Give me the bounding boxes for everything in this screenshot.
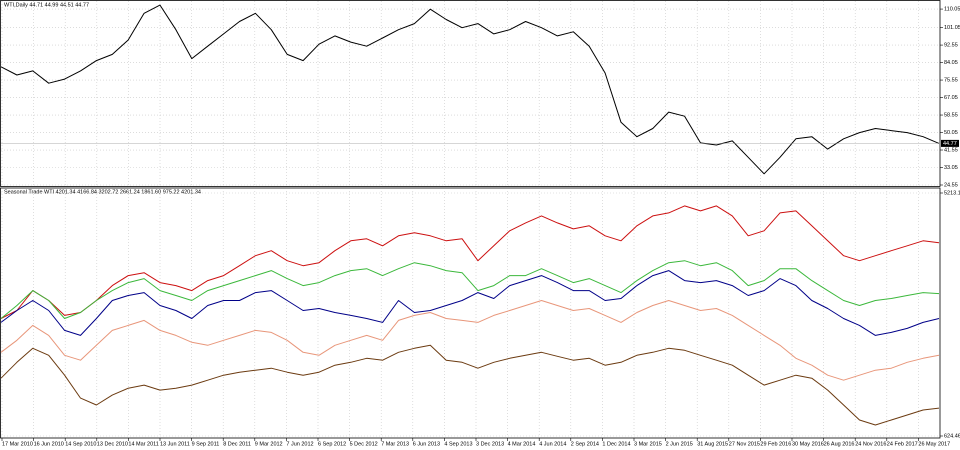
y-tick-label: 24.55 bbox=[944, 182, 958, 188]
x-tick-label: 9 Sep 2011 bbox=[192, 441, 220, 447]
y-tick-label: 92.55 bbox=[944, 43, 958, 49]
x-tick-label: 14 Sep 2010 bbox=[65, 441, 96, 447]
x-tick-label: 2 Sep 2014 bbox=[571, 441, 599, 447]
y-tick-label: 101.05 bbox=[944, 25, 960, 31]
y-tick-label: 75.55 bbox=[944, 78, 958, 84]
x-tick-label: 3 Dec 2013 bbox=[476, 441, 504, 447]
indicator-pane bbox=[0, 187, 941, 439]
y-tick-label: 5213.15 bbox=[944, 190, 960, 196]
x-tick-label: 16 Jun 2010 bbox=[34, 441, 64, 447]
x-tick-label: 29 Feb 2016 bbox=[760, 441, 791, 447]
x-tick-label: 24 Nov 2016 bbox=[855, 441, 886, 447]
x-tick-label: 24 Feb 2017 bbox=[887, 441, 918, 447]
y-tick-label: 41.55 bbox=[944, 147, 958, 153]
x-tick-label: 27 Nov 2015 bbox=[729, 441, 760, 447]
x-tick-label: 31 Aug 2015 bbox=[697, 441, 728, 447]
x-tick-label: 9 Mar 2012 bbox=[255, 441, 283, 447]
series-line bbox=[0, 4, 940, 175]
x-tick-label: 4 Mar 2014 bbox=[508, 441, 536, 447]
x-tick-label: 6 Jun 2013 bbox=[413, 441, 440, 447]
x-tick-label: 5 Dec 2012 bbox=[350, 441, 378, 447]
indicator-header: Seasonal Trade WTI 4201.34 4166.84 3202.… bbox=[4, 189, 201, 195]
y-tick-label: 110.05 bbox=[944, 7, 960, 13]
y-tick-label: 50.05 bbox=[944, 130, 958, 136]
price-box bbox=[941, 139, 959, 147]
x-tick-label: 8 Dec 2011 bbox=[223, 441, 251, 447]
price-label: 44.77 bbox=[943, 141, 957, 147]
x-tick-label: 17 Mar 2010 bbox=[2, 441, 33, 447]
y-tick-label: 58.55 bbox=[944, 112, 958, 118]
x-tick-label: 4 Sep 2013 bbox=[444, 441, 472, 447]
x-tick-label: 7 Jun 2012 bbox=[286, 441, 313, 447]
x-tick-label: 3 Mar 2015 bbox=[634, 441, 662, 447]
x-tick-label: 30 May 2016 bbox=[792, 441, 824, 447]
x-tick-label: 6 Sep 2012 bbox=[318, 441, 346, 447]
x-tick-label: 26 Aug 2016 bbox=[824, 441, 855, 447]
y-tick-label: 84.05 bbox=[944, 60, 958, 66]
x-tick-label: 1 Dec 2014 bbox=[602, 441, 630, 447]
y-tick-label: 67.05 bbox=[944, 95, 958, 101]
series-line bbox=[0, 270, 940, 336]
x-tick-label: 7 Mar 2013 bbox=[381, 441, 409, 447]
price-header: WTI,Daily 44.71 44.99 44.51 44.77 bbox=[4, 2, 89, 8]
series-line bbox=[0, 260, 940, 319]
series-line bbox=[0, 344, 940, 426]
x-tick-label: 14 Mar 2011 bbox=[128, 441, 158, 447]
x-tick-label: 4 Jun 2014 bbox=[539, 441, 566, 447]
y-tick-label: 624.46 bbox=[944, 433, 960, 439]
series-line bbox=[0, 205, 940, 319]
y-tick-label: 33.05 bbox=[944, 165, 958, 171]
series-line bbox=[0, 300, 940, 381]
price-pane bbox=[0, 0, 941, 187]
x-tick-label: 2 Jun 2015 bbox=[666, 441, 693, 447]
x-tick-label: 13 Jun 2011 bbox=[160, 441, 190, 447]
x-tick-label: 26 May 2017 bbox=[918, 441, 950, 447]
x-tick-label: 13 Dec 2010 bbox=[97, 441, 128, 447]
